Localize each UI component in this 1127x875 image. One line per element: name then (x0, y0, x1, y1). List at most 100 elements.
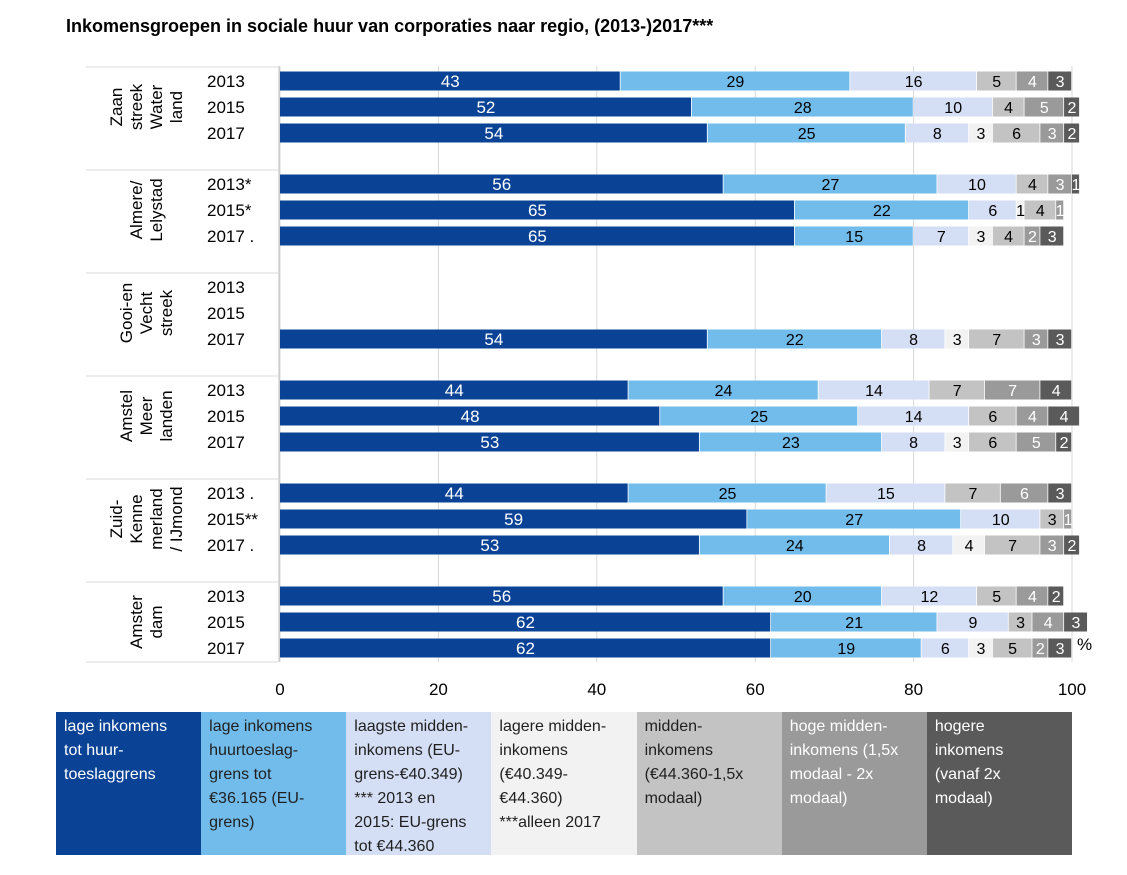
data-label: 3 (1048, 126, 1057, 143)
data-label: 4 (1004, 229, 1013, 246)
bar-segment (969, 638, 992, 658)
bar-segment (699, 535, 890, 555)
data-label: 56 (492, 175, 511, 194)
data-label: 3 (1016, 615, 1025, 632)
x-tick-label: 100 (1058, 680, 1086, 699)
year-label: 2013 (207, 72, 245, 91)
data-label: 3 (976, 641, 985, 658)
data-label: 2 (1036, 641, 1045, 658)
bar-segment (1064, 509, 1072, 529)
data-label: 5 (1040, 100, 1049, 117)
data-label: 9 (969, 615, 978, 632)
data-label: 8 (909, 332, 918, 349)
year-label: 2015* (207, 201, 252, 220)
data-label: 1 (1072, 177, 1081, 194)
bar-segment (794, 226, 913, 246)
bar-segment (921, 638, 969, 658)
year-label: 2013 (207, 587, 245, 606)
region-label: ZaanstreekWaterland (107, 83, 186, 130)
bar-segment (976, 71, 1016, 91)
legend-item-text: lage inkomens huurtoeslag- grens tot €36… (209, 718, 313, 831)
bar-segment (881, 432, 945, 452)
bar-segment (1048, 329, 1072, 349)
bar-segment (280, 612, 771, 632)
bar-segment (992, 97, 1024, 117)
data-label: 10 (968, 177, 986, 194)
bar-segment (1024, 329, 1048, 349)
bar-segment (1048, 174, 1072, 194)
bar-segment (1000, 483, 1048, 503)
bar-segment (1064, 612, 1088, 632)
data-label: 2 (1068, 126, 1077, 143)
chart-title: Inkomensgroepen in sociale huur van corp… (66, 16, 714, 36)
bar-segment (881, 586, 977, 606)
data-label: 4 (1028, 74, 1037, 91)
bar-segment (1048, 406, 1080, 426)
data-label: 29 (727, 74, 745, 91)
bar-segment (961, 509, 1040, 529)
bar-segment (1016, 200, 1024, 220)
data-label: 54 (484, 124, 503, 143)
bar-segment (1048, 638, 1072, 658)
legend: lage inkomens tot huur- toeslaggrens lage… (56, 712, 1072, 855)
data-label: 54 (484, 330, 503, 349)
x-tick-label: 0 (275, 680, 284, 699)
data-label: 7 (969, 486, 978, 503)
data-label: 4 (1052, 383, 1061, 400)
legend-item: hogere inkomens (vanaf 2x modaal) (926, 712, 1072, 855)
data-label: 3 (1056, 332, 1065, 349)
region-label-line: streek (157, 289, 176, 336)
bar-segment (858, 406, 969, 426)
bar-segment (1064, 97, 1080, 117)
region-label-line: Almere/ (127, 180, 146, 239)
x-tick-label: 80 (904, 680, 923, 699)
data-label: 25 (719, 486, 737, 503)
bar-segment (1024, 200, 1056, 220)
bar-segment (1032, 612, 1064, 632)
data-label: 4 (1004, 100, 1013, 117)
data-label: 7 (1008, 383, 1017, 400)
data-label: 14 (905, 409, 923, 426)
legend-item-text: lage inkomens tot huur- toeslaggrens (64, 718, 168, 783)
data-label: 7 (953, 383, 962, 400)
legend-item: lagere midden- inkomens (€40.349- €44.36… (491, 712, 637, 855)
data-label: 4 (1028, 589, 1037, 606)
region-label-line: landen (157, 390, 176, 441)
bar-segment (984, 535, 1040, 555)
year-label: 2017 (207, 639, 245, 658)
bar-segment (969, 432, 1016, 452)
region-label: Gooi-enVechtstreek (117, 283, 176, 343)
data-label: 5 (1008, 641, 1017, 658)
data-label: 3 (1056, 177, 1065, 194)
region-label-line: Lelystad (147, 178, 166, 241)
bar-segment (723, 174, 937, 194)
bar-segment (992, 123, 1040, 143)
year-label: 2017 (207, 124, 245, 143)
data-label: 8 (933, 126, 942, 143)
data-label: 6 (1020, 486, 1029, 503)
bar-segment (280, 638, 771, 658)
bar-segment (280, 123, 707, 143)
data-label: 3 (953, 332, 962, 349)
data-label: 10 (944, 100, 962, 117)
bar-segment (771, 612, 937, 632)
data-label: 22 (873, 203, 891, 220)
bar-segment (280, 535, 699, 555)
bar-segment (937, 612, 1008, 632)
data-label: 4 (1044, 615, 1053, 632)
bar-segment (1048, 586, 1064, 606)
region-label-line: Zuid- (107, 500, 126, 539)
data-label: 19 (837, 641, 855, 658)
data-label: 5 (992, 74, 1001, 91)
bar-segment (1032, 638, 1048, 658)
bar-segment (280, 483, 628, 503)
bar-segment (850, 71, 977, 91)
region-label: Amsterdam (127, 595, 166, 649)
data-label: 53 (480, 536, 499, 555)
data-label: 10 (992, 512, 1010, 529)
region-label-line: merland (147, 488, 166, 549)
data-label: 8 (909, 435, 918, 452)
bar-segment (969, 123, 992, 143)
legend-item: lage inkomens tot huur- toeslaggrens (56, 712, 202, 855)
data-label: 24 (715, 383, 733, 400)
